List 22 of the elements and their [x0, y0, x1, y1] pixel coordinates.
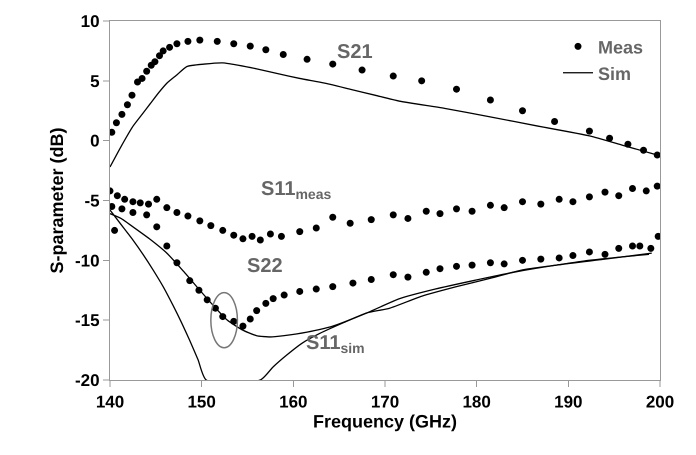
- x-tick-label: 190: [554, 392, 583, 412]
- y-tick-label: 0: [90, 132, 100, 151]
- x-tick-label: 140: [96, 392, 124, 412]
- x-tick-label: 160: [279, 392, 308, 412]
- annotation: S22: [247, 255, 283, 277]
- y-axis-title: S-parameter (dB): [47, 127, 68, 274]
- y-tick-label: 5: [90, 72, 100, 91]
- annotation: S21: [337, 41, 373, 63]
- x-tick-label: 170: [370, 392, 400, 412]
- legend-label: Meas: [598, 37, 644, 58]
- y-tick-label: -5: [84, 191, 100, 210]
- y-tick-label: -15: [75, 311, 100, 330]
- y-tick-label: 10: [80, 12, 100, 31]
- annotation: S11$_{sim}$: [306, 332, 365, 356]
- y-tick-label: -20: [75, 370, 100, 390]
- x-axis-title: Frequency (GHz): [312, 411, 458, 432]
- annotation: S11$_{meas}$: [261, 178, 332, 202]
- y-tick-label: -10: [75, 251, 100, 270]
- x-tick-label: 180: [462, 392, 491, 412]
- legend-label: Sim: [598, 64, 632, 84]
- x-tick-label: 150: [187, 392, 216, 412]
- x-tick-label: 200: [646, 392, 674, 412]
